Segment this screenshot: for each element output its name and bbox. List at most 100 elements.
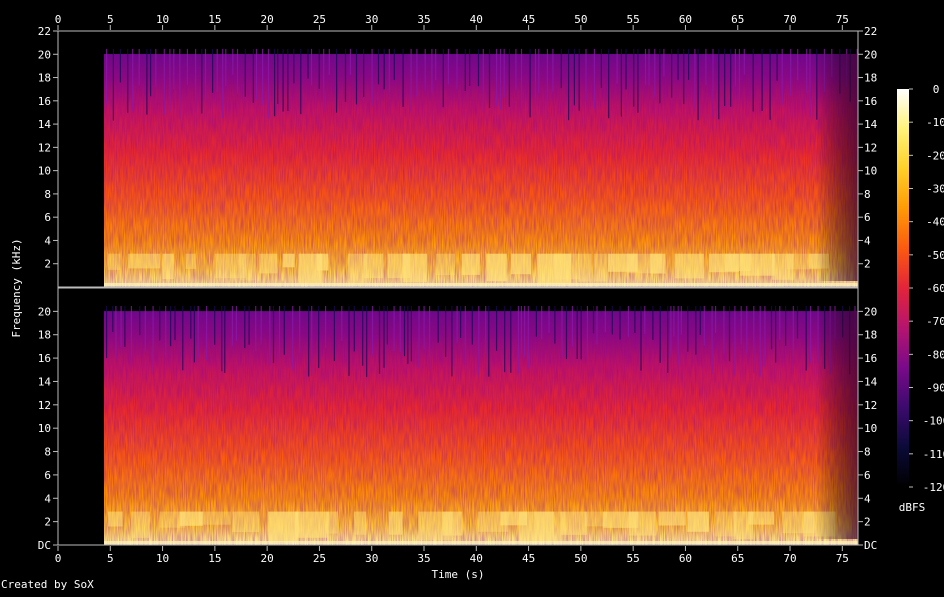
x-tick-label-top-65: 65 <box>731 13 744 26</box>
x-tick-label-top-15: 15 <box>208 13 221 26</box>
colorbar-tick-label--10: -10 <box>926 116 944 129</box>
y-tick-label-left-1-12: 12 <box>38 399 51 412</box>
colorbar-tick-label--120: -120 <box>923 481 944 494</box>
x-tick-label-top-75: 75 <box>836 13 849 26</box>
y-tick-label-left-1-2: 2 <box>44 516 51 529</box>
x-tick-label-top-45: 45 <box>522 13 535 26</box>
colorbar-tick-label--80: -80 <box>926 348 944 361</box>
x-tick-label-top-60: 60 <box>679 13 692 26</box>
y-tick-label-left-0-2: 2 <box>44 258 51 271</box>
y-tick-label-left-1-18: 18 <box>38 329 51 342</box>
x-tick-label-top-40: 40 <box>470 13 483 26</box>
x-tick-label-bottom-15: 15 <box>208 552 221 565</box>
x-tick-label-bottom-10: 10 <box>156 552 169 565</box>
y-tick-label-left-0-14: 14 <box>38 118 52 131</box>
channel-2-panel <box>57 287 859 546</box>
colorbar-tick-label--30: -30 <box>926 183 944 196</box>
x-tick-label-bottom-35: 35 <box>417 552 430 565</box>
colorbar-tick-label--20: -20 <box>926 149 944 162</box>
colorbar-tick-label-0: 0 <box>933 83 940 96</box>
x-tick-label-bottom-20: 20 <box>261 552 274 565</box>
y-tick-label-right-0-8: 8 <box>864 188 871 201</box>
colorbar-tick-label--90: -90 <box>926 382 944 395</box>
x-tick-label-bottom-60: 60 <box>679 552 692 565</box>
y-tick-label-left-0-12: 12 <box>38 141 51 154</box>
colorbar-tick-label--50: -50 <box>926 249 944 262</box>
y-tick-label-right-1-18: 18 <box>864 329 877 342</box>
x-tick-label-bottom-65: 65 <box>731 552 744 565</box>
y-tick-label-right-1-0: DC <box>864 539 877 552</box>
y-tick-label-right-1-10: 10 <box>864 422 877 435</box>
y-tick-label-left-0-6: 6 <box>44 211 51 224</box>
x-tick-label-bottom-40: 40 <box>470 552 483 565</box>
colorbar-tick-label--40: -40 <box>926 216 944 229</box>
x-tick-label-bottom-25: 25 <box>313 552 326 565</box>
y-tick-label-right-0-12: 12 <box>864 141 877 154</box>
x-tick-label-bottom-70: 70 <box>783 552 796 565</box>
y-tick-label-right-1-20: 20 <box>864 305 877 318</box>
x-tick-label-top-10: 10 <box>156 13 169 26</box>
y-tick-label-left-1-20: 20 <box>38 305 51 318</box>
channel-2-texture <box>104 311 859 545</box>
x-tick-label-bottom-55: 55 <box>627 552 640 565</box>
y-tick-label-right-0-6: 6 <box>864 211 871 224</box>
y-tick-label-left-0-4: 4 <box>44 234 51 247</box>
channel-1-texture <box>104 54 859 287</box>
x-tick-label-top-0: 0 <box>55 13 62 26</box>
channel-1-panel <box>57 30 859 288</box>
y-tick-label-right-0-14: 14 <box>864 118 878 131</box>
x-tick-label-bottom-50: 50 <box>574 552 587 565</box>
y-tick-label-right-0-2: 2 <box>864 258 871 271</box>
y-tick-label-left-1-6: 6 <box>44 469 51 482</box>
colorbar-tick-label--60: -60 <box>926 282 944 295</box>
x-tick-label-bottom-45: 45 <box>522 552 535 565</box>
y-axis-label: Frequency (kHz) <box>10 238 23 337</box>
credit-text: Created by SoX <box>1 578 94 591</box>
x-tick-label-top-70: 70 <box>783 13 796 26</box>
y-tick-label-right-1-12: 12 <box>864 399 877 412</box>
y-tick-label-right-0-16: 16 <box>864 95 877 108</box>
y-tick-label-left-0-8: 8 <box>44 188 51 201</box>
colorbar-scale <box>897 89 909 487</box>
y-tick-label-right-1-4: 4 <box>864 492 871 505</box>
y-tick-label-left-0-18: 18 <box>38 72 51 85</box>
x-tick-label-top-35: 35 <box>417 13 430 26</box>
y-tick-label-left-1-4: 4 <box>44 492 51 505</box>
y-tick-label-left-1-16: 16 <box>38 352 51 365</box>
y-tick-label-right-1-16: 16 <box>864 352 877 365</box>
channel-1-fade <box>816 54 858 281</box>
colorbar-tick-label--70: -70 <box>926 315 944 328</box>
y-tick-label-right-0-22: 22 <box>864 25 877 38</box>
x-tick-label-top-25: 25 <box>313 13 326 26</box>
y-tick-label-left-1-10: 10 <box>38 422 51 435</box>
x-tick-label-bottom-5: 5 <box>107 552 114 565</box>
x-tick-label-bottom-75: 75 <box>836 552 849 565</box>
x-tick-label-top-5: 5 <box>107 13 114 26</box>
y-tick-label-right-1-6: 6 <box>864 469 871 482</box>
y-tick-label-right-1-14: 14 <box>864 375 878 388</box>
y-tick-label-left-0-22: 22 <box>38 25 51 38</box>
x-tick-label-top-20: 20 <box>261 13 274 26</box>
colorbar-label: dBFS <box>899 501 926 514</box>
colorbar-tick-label--110: -110 <box>923 448 944 461</box>
colorbar-tick-label--100: -100 <box>923 415 944 428</box>
y-tick-label-left-0-20: 20 <box>38 48 51 61</box>
channel-1-frame <box>57 30 859 288</box>
y-tick-label-right-0-18: 18 <box>864 72 877 85</box>
y-tick-label-left-0-10: 10 <box>38 165 51 178</box>
x-tick-label-top-50: 50 <box>574 13 587 26</box>
x-tick-label-bottom-0: 0 <box>55 552 62 565</box>
y-tick-label-left-1-0: DC <box>38 539 51 552</box>
channel-2-fade <box>816 311 858 539</box>
y-tick-label-right-1-2: 2 <box>864 516 871 529</box>
x-tick-label-top-30: 30 <box>365 13 378 26</box>
y-tick-label-right-0-10: 10 <box>864 165 877 178</box>
y-tick-label-right-0-4: 4 <box>864 234 871 247</box>
y-tick-label-left-1-14: 14 <box>38 375 52 388</box>
x-axis-label: Time (s) <box>432 568 485 581</box>
channel-2-frame <box>57 287 859 546</box>
y-tick-label-left-1-8: 8 <box>44 446 51 459</box>
y-tick-label-right-0-20: 20 <box>864 48 877 61</box>
